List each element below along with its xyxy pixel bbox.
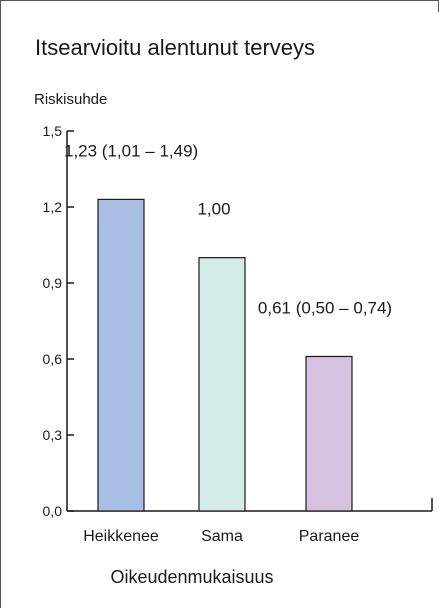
y-tick-label: 1,5	[43, 123, 63, 139]
y-tick-label: 0,6	[43, 351, 63, 367]
x-tick-label: Sama	[201, 528, 243, 545]
bar	[305, 355, 353, 512]
y-tick-label: 0,3	[43, 427, 63, 443]
chart-title: Itsearvioitu alentunut terveys	[35, 35, 315, 60]
y-tick-label: 1,2	[43, 199, 63, 215]
bar	[97, 198, 145, 512]
y-tick-label: 0,9	[43, 275, 63, 291]
bar	[198, 257, 246, 512]
x-axis-label: Oikeudenmukaisuus	[110, 567, 273, 587]
bar-data-label: 1,00	[197, 200, 230, 219]
y-axis-label: Riskisuhde	[34, 91, 107, 108]
bar-data-label: 0,61 (0,50 – 0,74)	[258, 298, 392, 317]
x-tick-label: Heikkenee	[83, 528, 159, 545]
y-tick-label: 0,0	[43, 503, 63, 519]
x-tick-label: Paranee	[299, 528, 360, 545]
bar-data-label: 1,23 (1,01 – 1,49)	[64, 141, 198, 160]
